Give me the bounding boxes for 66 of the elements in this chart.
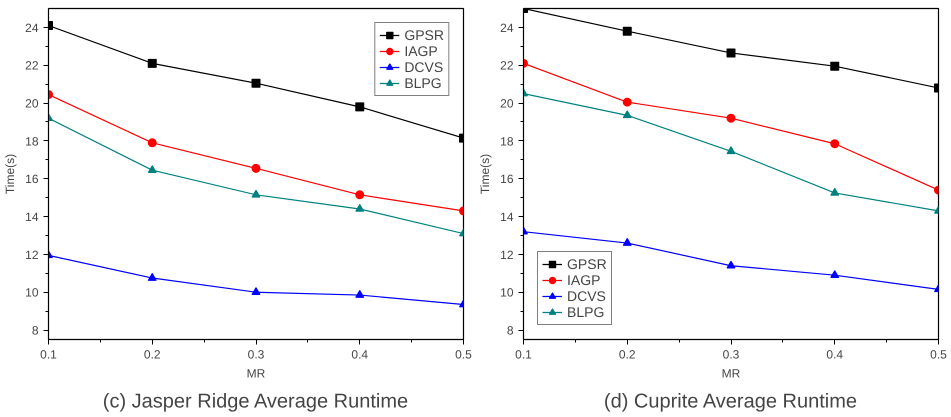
legend-label: DCVS [567,288,606,304]
legend-label: DCVS [404,59,444,75]
point [726,146,736,154]
y-tick-label: 20 [500,96,514,111]
point [252,78,260,88]
y-tick-label: 16 [500,172,514,186]
legend-label: BLPG [404,75,442,91]
y-tick-label: 12 [25,248,39,262]
point [148,58,157,68]
y-tick-label: 18 [25,134,39,148]
y-tick-label: 18 [500,134,514,148]
x-tick-label: 0.3 [248,348,265,362]
x-tick-label: 0.5 [455,348,472,362]
point [148,272,157,281]
legend-label: IAGP [567,272,600,288]
point [148,138,157,148]
x-tick-label: 0.5 [930,348,948,362]
y-tick-label: 8 [32,324,39,338]
x-tick-label: 0.4 [351,348,368,362]
point [830,188,840,196]
legend-label: IAGP [404,43,438,59]
y-tick-label: 12 [500,248,514,262]
x-axis-title: MR [722,366,741,380]
legend-label: GPSR [404,27,444,43]
point [830,62,840,71]
point [726,260,736,269]
y-tick-label: 10 [25,286,39,300]
y-tick-label: 24 [500,20,514,35]
point [252,287,260,296]
legend-label: GPSR [567,256,607,272]
y-tick-label: 14 [25,210,39,224]
point [622,110,632,118]
x-tick-label: 0.1 [515,348,532,362]
y-tick-label: 20 [25,96,39,111]
point [622,26,632,36]
x-tick-label: 0.3 [722,348,740,362]
point [148,165,157,174]
y-axis-title: Time(s) [478,154,492,194]
y-tick-label: 8 [506,324,514,338]
y-tick-label: 10 [500,286,514,300]
text: (c) Jasper Ridge Average Runtime [102,390,408,412]
y-tick-label: 22 [25,58,39,73]
point [355,190,364,200]
point [252,190,260,198]
point [622,238,632,246]
legend-label: BLPG [567,304,604,320]
point [830,270,840,278]
point [726,48,736,58]
x-tick-label: 0.4 [826,348,844,362]
point [355,204,364,212]
x-axis-title: MR [246,366,266,380]
x-tick-label: 0.2 [144,348,161,362]
text: (d) Cuprite Average Runtime [604,390,857,412]
point [252,164,260,173]
point [830,139,840,148]
point [622,98,632,107]
y-tick-label: 16 [25,172,39,186]
x-tick-label: 0.1 [40,348,58,362]
y-tick-label: 22 [500,58,514,73]
point [726,114,736,123]
point [355,290,364,298]
y-axis-title: Time(s) [3,154,18,194]
y-tick-label: 24 [25,20,39,35]
y-tick-label: 14 [500,210,514,224]
point [355,102,364,112]
x-tick-label: 0.2 [618,348,636,362]
